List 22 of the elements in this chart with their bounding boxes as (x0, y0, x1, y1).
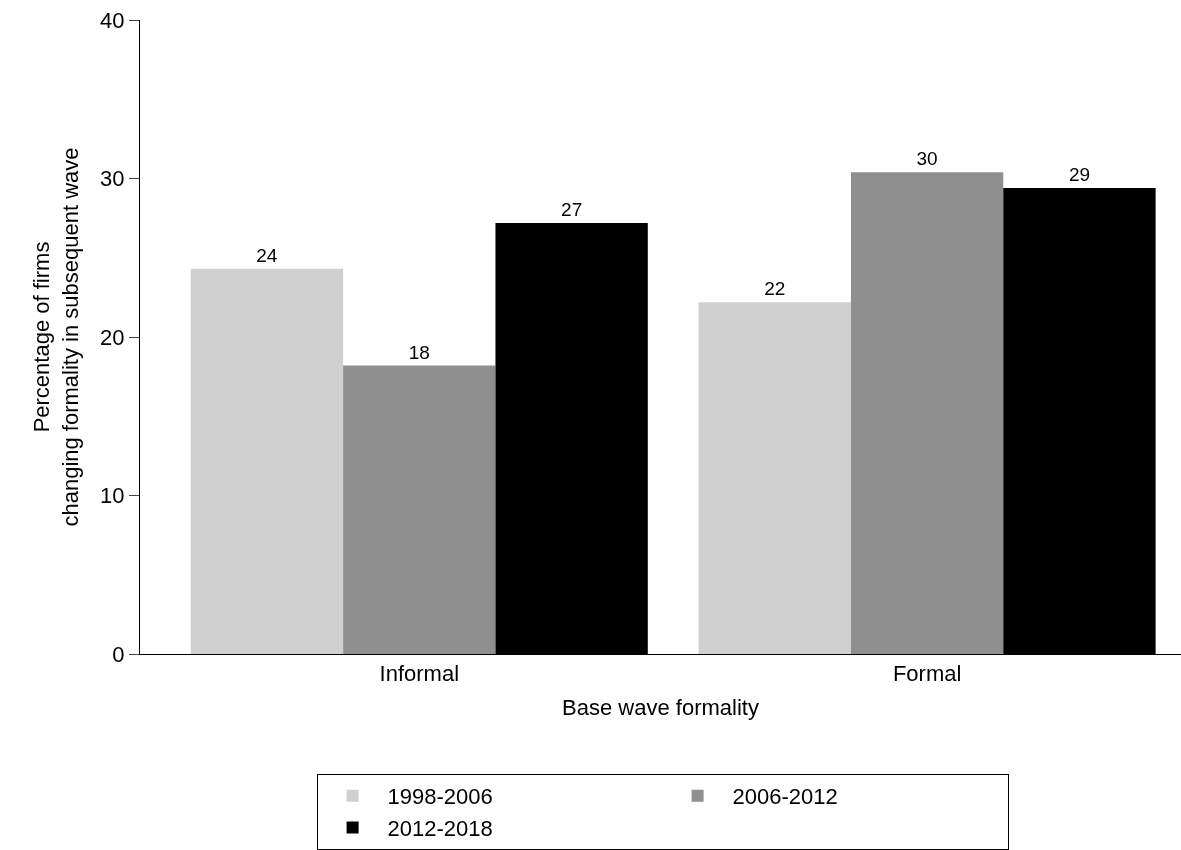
y-tick-label: 10 (100, 483, 125, 509)
x-tick-label: Informal (379, 661, 460, 687)
bar (698, 302, 851, 654)
y-tick-label: 30 (100, 166, 125, 192)
bar (850, 172, 1004, 654)
data-label: 29 (1068, 164, 1091, 186)
data-label: 18 (408, 341, 430, 363)
y-tick-label: 40 (100, 7, 125, 33)
data-label: 22 (764, 278, 786, 300)
data-label: 24 (256, 244, 278, 266)
data-label: 27 (561, 198, 583, 220)
legend-label: 2006-2012 (732, 784, 838, 810)
y-axis-title: Percentage of firms changing formality in subsequent wave (29, 147, 83, 527)
x-tick-label: Formal (892, 661, 962, 687)
legend-label: 1998-2006 (387, 784, 493, 810)
y-tick-label: 0 (112, 641, 125, 667)
y-tick-label: 20 (100, 324, 125, 350)
data-label: 30 (916, 148, 938, 170)
bar (343, 365, 496, 654)
bar (190, 268, 344, 654)
x-axis-title: Base wave formality (562, 695, 759, 721)
legend-label: 2012-2018 (387, 815, 493, 841)
